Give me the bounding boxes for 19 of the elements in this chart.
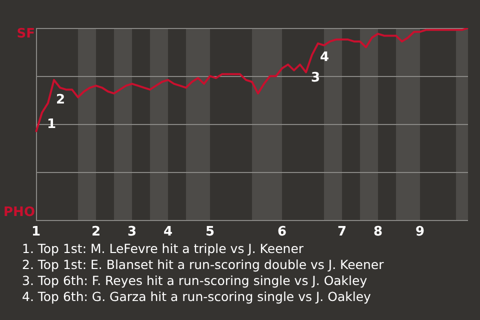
x-tick-label: 8 — [373, 224, 383, 240]
x-tick-label: 3 — [127, 224, 137, 240]
text: 3. Top 6th: F. Reyes hit a run-scoring single vs J. Oakley — [22, 273, 368, 289]
annotation: 2 — [56, 92, 66, 108]
x-tick-label: 5 — [205, 224, 215, 240]
x-tick-label: 9 — [415, 224, 425, 240]
annotation: 4 — [320, 50, 330, 65]
text: 1. Top 1st: M. LeFevre hit a triple vs J. Keener — [22, 241, 305, 257]
x-tick-label: 6 — [277, 224, 287, 240]
text: SF — [16, 26, 35, 42]
text: PHO — [4, 204, 35, 220]
x-tick-label: 7 — [337, 224, 347, 240]
annotation: 1 — [47, 117, 56, 132]
annotation: 3 — [311, 70, 320, 86]
x-tick-label: 2 — [91, 224, 101, 240]
x-tick-label: 1 — [31, 224, 41, 240]
text: 2. Top 1st: E. Blanset hit a run-scoring double vs J. Keener — [22, 257, 384, 273]
text: 4. Top 6th: G. Garza hit a run-scoring single vs J. Oakley — [22, 289, 372, 305]
x-tick-label: 4 — [163, 224, 173, 240]
